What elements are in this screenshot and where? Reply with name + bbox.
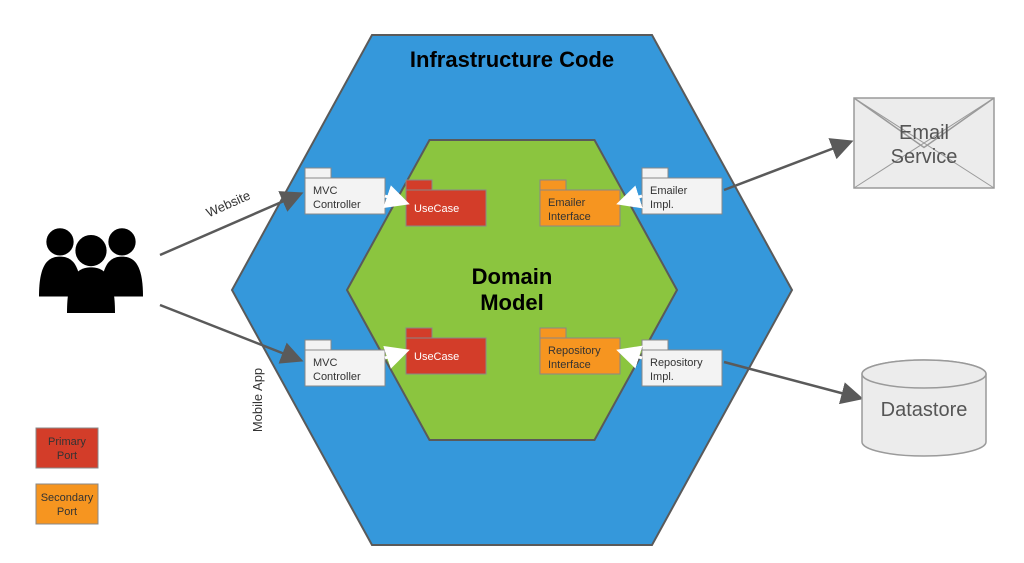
svg-text:MVC: MVC bbox=[313, 357, 338, 369]
svg-text:UseCase: UseCase bbox=[414, 203, 459, 215]
svg-text:Port: Port bbox=[57, 506, 77, 518]
legend-item-1: Secondary Port bbox=[36, 484, 98, 524]
svg-text:UseCase: UseCase bbox=[414, 351, 459, 363]
legend: Primary Port Secondary Port bbox=[36, 428, 98, 524]
svg-text:Controller: Controller bbox=[313, 199, 361, 211]
hexagonal-architecture-diagram: Infrastructure Code Domain Model MVC Cont… bbox=[0, 0, 1024, 563]
email-service-label: Email bbox=[899, 122, 949, 144]
svg-text:Interface: Interface bbox=[548, 211, 591, 223]
svg-text:Repository: Repository bbox=[548, 345, 601, 357]
users-icon bbox=[39, 228, 143, 313]
svg-text:Impl.: Impl. bbox=[650, 371, 674, 383]
edge-label-website: Website bbox=[204, 188, 253, 221]
svg-text:Secondary: Secondary bbox=[41, 492, 94, 504]
email-service-icon: EmailService bbox=[854, 98, 994, 188]
svg-text:Port: Port bbox=[57, 450, 77, 462]
svg-text:Repository: Repository bbox=[650, 357, 703, 369]
svg-text:Emailer: Emailer bbox=[650, 185, 688, 197]
svg-text:MVC: MVC bbox=[313, 185, 338, 197]
datastore-icon: Datastore bbox=[862, 360, 986, 456]
email-service-label-2: Service bbox=[891, 146, 958, 168]
domain-model-title-2: Model bbox=[480, 290, 544, 315]
svg-text:Interface: Interface bbox=[548, 359, 591, 371]
datastore-label: Datastore bbox=[881, 399, 968, 421]
svg-text:Impl.: Impl. bbox=[650, 199, 674, 211]
edge-label-mobileapp: Mobile App bbox=[250, 368, 265, 432]
domain-model-title: Domain bbox=[472, 264, 553, 289]
infrastructure-code-title: Infrastructure Code bbox=[410, 47, 614, 72]
legend-item-0: Primary Port bbox=[36, 428, 98, 468]
svg-text:Emailer: Emailer bbox=[548, 197, 586, 209]
svg-text:Primary: Primary bbox=[48, 436, 86, 448]
svg-text:Controller: Controller bbox=[313, 371, 361, 383]
